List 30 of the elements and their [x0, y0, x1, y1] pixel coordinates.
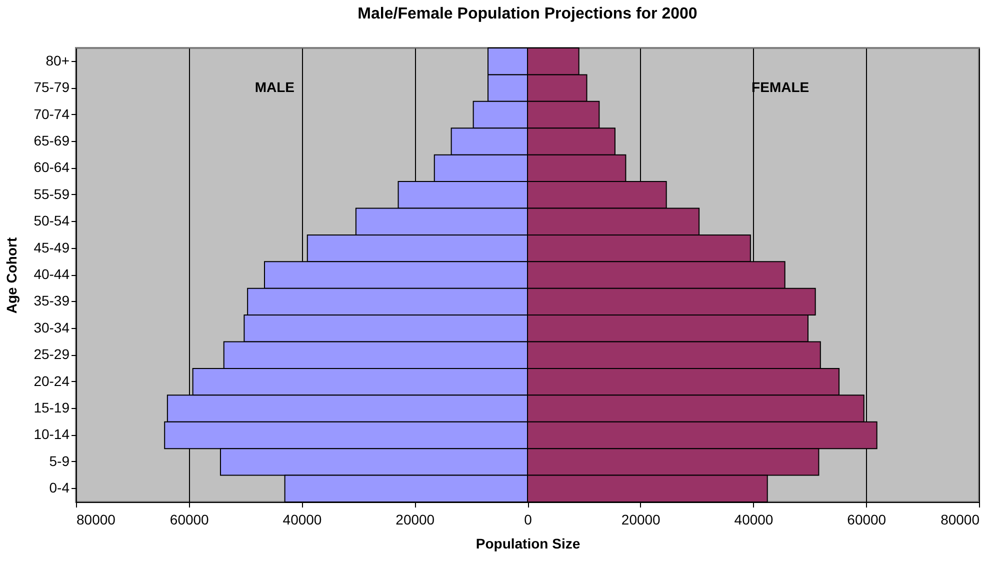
y-tick-label: 30-34 [34, 319, 70, 336]
x-tick-label: 20000 [621, 512, 661, 528]
annotation: MALE [254, 79, 294, 96]
x-tick-label: 60000 [170, 512, 210, 528]
y-axis-title: Age Cohort [4, 237, 20, 314]
x-tick-label: 80000 [76, 512, 116, 528]
y-tick-label: 5-9 [49, 452, 70, 469]
y-tick-label: 60-64 [34, 159, 70, 176]
y-tick-label: 0-4 [49, 480, 70, 496]
x-tick-label: 20000 [396, 512, 435, 528]
x-axis-title: Population Size [476, 536, 580, 552]
y-tick-label: 40-44 [34, 266, 70, 282]
x-tick-label: 60000 [847, 512, 886, 528]
y-tick-label: 15-19 [34, 400, 70, 416]
y-tick-label: 55-59 [34, 186, 70, 202]
y-tick-label: 75-79 [34, 79, 70, 96]
y-tick-label: 65-69 [34, 132, 70, 148]
y-tick-label: 10-14 [34, 426, 70, 442]
x-tick-label: 80000 [940, 512, 980, 528]
x-tick-label: 0 [524, 512, 532, 528]
y-tick-label: 80+ [46, 52, 70, 68]
y-tick-label: 20-24 [34, 372, 70, 389]
y-tick-label: 70-74 [34, 106, 70, 122]
x-tick-label: 40000 [282, 512, 322, 528]
y-tick-label: 25-29 [34, 346, 70, 362]
y-tick-label: 50-54 [34, 212, 70, 229]
y-tick-label: 45-49 [34, 239, 70, 256]
chart-title: Male/Female Population Projections for 2000 [358, 6, 698, 22]
x-tick-label: 40000 [734, 512, 774, 528]
y-tick-label: 35-39 [34, 292, 70, 309]
